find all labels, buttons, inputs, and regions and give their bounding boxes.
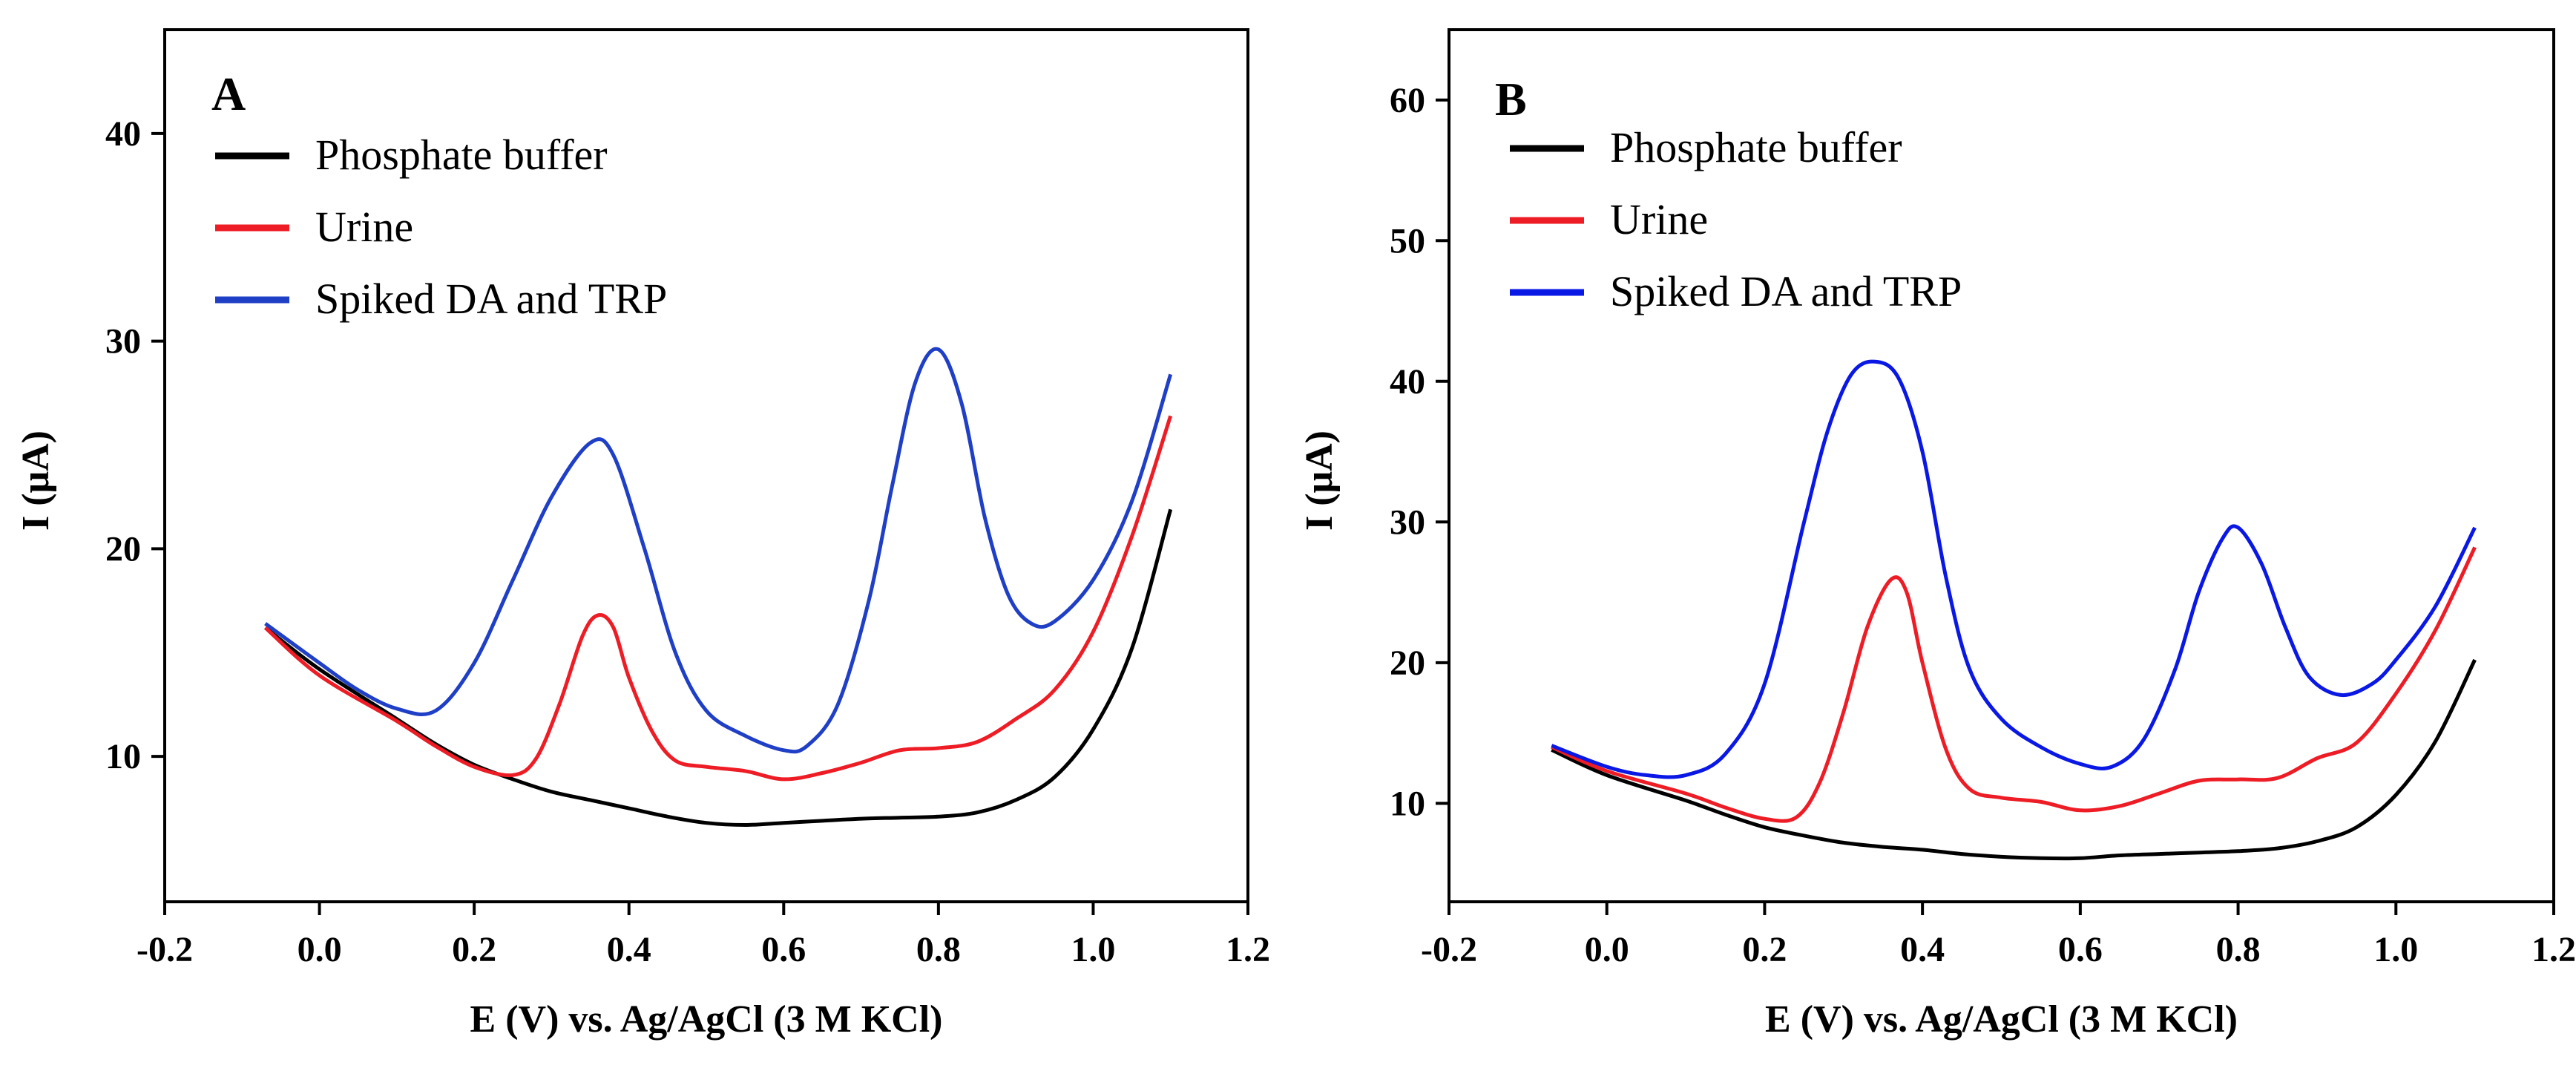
legend-label: Urine bbox=[1610, 195, 1708, 243]
y-tick-label: 40 bbox=[105, 114, 141, 154]
x-tick-label: 1.0 bbox=[2373, 930, 2418, 969]
panel-b: -0.2 0.0 0.2 0.4 0.6 0.8 1.0 1.2 10 20 30 40 50 60 E (… bbox=[1298, 28, 2576, 1041]
x-tick-label: 0.2 bbox=[452, 930, 496, 969]
y-tick-label: 30 bbox=[1390, 502, 1425, 542]
x-tick-label: 0.4 bbox=[607, 930, 651, 969]
legend-label: Phosphate buffer bbox=[1610, 123, 1902, 171]
series-line-urine bbox=[1551, 546, 2477, 823]
y-axis-label: I (μA) bbox=[15, 430, 57, 531]
x-tick-label: 1.2 bbox=[1226, 930, 1270, 969]
y-tick-label: 20 bbox=[1390, 643, 1425, 683]
y-tick-label: 10 bbox=[1390, 784, 1425, 823]
panel-label: A bbox=[211, 68, 246, 120]
x-tick-label: 0.8 bbox=[2216, 930, 2261, 969]
x-tick-label: 0.0 bbox=[298, 930, 342, 969]
y-axis-label: I (μA) bbox=[1298, 430, 1341, 531]
series-line-spiked-da-and-trp bbox=[1551, 359, 2477, 779]
panel-label: B bbox=[1495, 73, 1527, 125]
x-tick-label: -0.2 bbox=[137, 930, 193, 969]
legend-label: Phosphate buffer bbox=[315, 131, 608, 179]
plot-frame bbox=[163, 28, 1249, 903]
x-tick-label: 0.6 bbox=[2058, 930, 2103, 969]
y-tick-label: 50 bbox=[1390, 221, 1425, 261]
y-tick-label: 20 bbox=[105, 529, 141, 569]
y-tick-label: 60 bbox=[1390, 81, 1425, 120]
x-tick-label: -0.2 bbox=[1421, 930, 1477, 969]
series-line-phosphate-buffer bbox=[264, 508, 1173, 827]
series-line-spiked-da-and-trp bbox=[264, 347, 1173, 754]
series-line-phosphate-buffer bbox=[1551, 658, 2477, 861]
x-tick-label: 0.4 bbox=[1900, 930, 1945, 969]
series-line-urine bbox=[263, 415, 1173, 782]
plot-frame bbox=[1448, 28, 2555, 903]
x-axis-label: E (V) vs. Ag/AgCl (3 M KCl) bbox=[1765, 998, 2238, 1041]
y-tick-label: 40 bbox=[1390, 362, 1425, 402]
x-axis-label: E (V) vs. Ag/AgCl (3 M KCl) bbox=[470, 998, 943, 1041]
panel-a: -0.2 0.0 0.2 0.4 0.6 0.8 1.0 1.2 10 20 30 40 E (V) v… bbox=[15, 28, 1270, 1041]
legend-label: Spiked DA and TRP bbox=[1610, 267, 1962, 315]
x-tick-label: 0.6 bbox=[761, 930, 806, 969]
y-tick-label: 10 bbox=[105, 737, 141, 776]
x-tick-label: 1.2 bbox=[2531, 930, 2576, 969]
x-tick-label: 0.0 bbox=[1585, 930, 1629, 969]
x-tick-label: 1.0 bbox=[1071, 930, 1115, 969]
x-tick-label: 0.8 bbox=[916, 930, 961, 969]
x-tick-label: 0.2 bbox=[1742, 930, 1787, 969]
legend-label: Spiked DA and TRP bbox=[315, 275, 667, 323]
y-tick-label: 30 bbox=[105, 322, 141, 361]
legend-label: Urine bbox=[315, 203, 413, 251]
